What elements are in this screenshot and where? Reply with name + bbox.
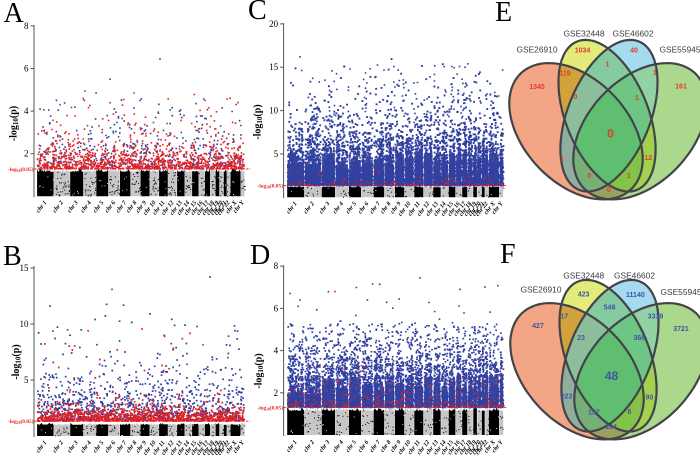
svg-text:E: E (495, 0, 512, 28)
svg-text:-log10(p): -log10(p) (254, 353, 266, 388)
svg-text:-log10(0.05): -log10(0.05) (257, 404, 283, 411)
svg-text:0: 0 (587, 173, 591, 180)
svg-text:GSE32448: GSE32448 (563, 271, 604, 281)
svg-text:5: 5 (274, 149, 279, 159)
svg-text:1: 1 (653, 70, 657, 77)
svg-text:GSE26910: GSE26910 (521, 285, 562, 295)
svg-text:6: 6 (628, 409, 632, 416)
svg-text:161: 161 (675, 84, 687, 91)
svg-text:3721: 3721 (673, 326, 689, 333)
svg-text:GSE26910: GSE26910 (517, 45, 558, 55)
svg-text:12: 12 (644, 155, 652, 162)
svg-text:48: 48 (605, 369, 619, 383)
svg-text:6: 6 (274, 303, 279, 313)
svg-text:157: 157 (588, 410, 600, 417)
svg-text:11140: 11140 (626, 292, 645, 299)
svg-text:1345: 1345 (529, 84, 545, 91)
svg-text:1: 1 (635, 95, 639, 102)
svg-text:F: F (500, 239, 516, 270)
svg-text:17: 17 (560, 313, 568, 320)
svg-text:423: 423 (578, 292, 590, 299)
svg-text:20: 20 (269, 19, 279, 29)
svg-text:23: 23 (577, 335, 585, 342)
svg-text:548: 548 (604, 304, 616, 311)
svg-text:15: 15 (269, 62, 279, 72)
svg-text:B: B (3, 241, 22, 272)
svg-text:1: 1 (606, 62, 610, 69)
svg-text:3339: 3339 (648, 314, 664, 321)
svg-text:10: 10 (20, 319, 30, 329)
svg-text:GSE32448: GSE32448 (564, 29, 605, 39)
svg-text:-log10(0.05): -log10(0.05) (8, 166, 34, 173)
svg-text:0: 0 (607, 187, 611, 194)
svg-text:4: 4 (24, 106, 29, 116)
svg-text:366: 366 (633, 335, 645, 342)
svg-text:GSE46602: GSE46602 (613, 29, 654, 39)
svg-text:GSE55945: GSE55945 (660, 45, 700, 55)
svg-text:40: 40 (630, 48, 638, 55)
svg-text:2: 2 (24, 149, 29, 159)
svg-text:-log10(p): -log10(p) (253, 104, 265, 139)
svg-text:10: 10 (269, 106, 279, 116)
svg-text:-log10(p): -log10(p) (9, 106, 21, 141)
svg-text:1034: 1034 (575, 48, 591, 55)
svg-text:1: 1 (627, 173, 631, 180)
svg-text:1: 1 (560, 156, 564, 163)
svg-text:90: 90 (646, 395, 654, 402)
svg-text:A: A (4, 0, 25, 29)
svg-text:427: 427 (532, 323, 544, 330)
svg-text:GSE46602: GSE46602 (614, 271, 655, 281)
svg-text:C: C (248, 0, 267, 26)
svg-text:15: 15 (20, 263, 30, 273)
svg-text:-log10(0.05): -log10(0.05) (257, 182, 283, 189)
svg-text:5: 5 (24, 375, 29, 385)
svg-text:8: 8 (274, 261, 279, 271)
svg-text:-log10(p): -log10(p) (11, 344, 23, 379)
svg-text:4: 4 (274, 346, 279, 356)
svg-text:0: 0 (573, 94, 577, 101)
svg-text:119: 119 (559, 71, 570, 78)
svg-text:104: 104 (605, 424, 617, 431)
svg-text:2: 2 (274, 388, 279, 398)
svg-text:8: 8 (24, 21, 29, 31)
svg-text:D: D (250, 240, 270, 271)
svg-text:-log10(0.05): -log10(0.05) (8, 418, 34, 425)
svg-text:0: 0 (607, 127, 614, 141)
svg-text:6: 6 (24, 64, 29, 74)
svg-text:222: 222 (561, 394, 573, 401)
svg-text:GSE55945: GSE55945 (661, 287, 700, 297)
